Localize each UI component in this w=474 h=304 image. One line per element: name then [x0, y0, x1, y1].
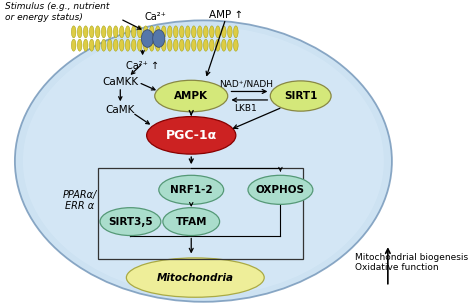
Ellipse shape	[216, 26, 220, 38]
Text: PPARα/
ERR α: PPARα/ ERR α	[63, 190, 97, 211]
Ellipse shape	[149, 39, 154, 51]
Text: Mitochondrial biogenesis
Oxidative function: Mitochondrial biogenesis Oxidative funct…	[356, 253, 468, 272]
Ellipse shape	[221, 26, 226, 38]
Ellipse shape	[95, 39, 100, 51]
Ellipse shape	[113, 39, 118, 51]
Ellipse shape	[77, 26, 82, 38]
Ellipse shape	[83, 26, 88, 38]
Ellipse shape	[146, 117, 236, 154]
Ellipse shape	[155, 39, 160, 51]
Ellipse shape	[108, 26, 112, 38]
Ellipse shape	[248, 175, 313, 204]
Bar	[98, 168, 303, 258]
Ellipse shape	[95, 26, 100, 38]
Text: Mitochondria: Mitochondria	[157, 273, 234, 283]
Ellipse shape	[234, 26, 238, 38]
Ellipse shape	[90, 39, 94, 51]
Ellipse shape	[126, 26, 130, 38]
Text: NAD⁺/NADH: NAD⁺/NADH	[219, 79, 273, 88]
Ellipse shape	[198, 39, 202, 51]
Ellipse shape	[155, 80, 228, 112]
Ellipse shape	[191, 26, 196, 38]
Ellipse shape	[159, 175, 224, 204]
Ellipse shape	[83, 39, 88, 51]
Ellipse shape	[155, 26, 160, 38]
Text: TFAM: TFAM	[175, 217, 207, 226]
Ellipse shape	[163, 208, 219, 236]
Ellipse shape	[144, 39, 148, 51]
Ellipse shape	[113, 26, 118, 38]
Ellipse shape	[234, 39, 238, 51]
Ellipse shape	[131, 39, 136, 51]
Ellipse shape	[185, 39, 190, 51]
Text: AMP ↑: AMP ↑	[209, 10, 243, 20]
Ellipse shape	[127, 258, 264, 297]
Text: SIRT3,5: SIRT3,5	[108, 217, 153, 226]
Ellipse shape	[144, 26, 148, 38]
Ellipse shape	[162, 26, 166, 38]
Ellipse shape	[173, 39, 178, 51]
Ellipse shape	[167, 39, 172, 51]
Ellipse shape	[221, 39, 226, 51]
Ellipse shape	[119, 26, 124, 38]
Ellipse shape	[203, 26, 208, 38]
Ellipse shape	[191, 39, 196, 51]
Ellipse shape	[119, 39, 124, 51]
Ellipse shape	[198, 26, 202, 38]
Text: SIRT1: SIRT1	[284, 91, 318, 101]
Ellipse shape	[228, 39, 232, 51]
Text: Stimulus (e.g., nutrient
or energy status): Stimulus (e.g., nutrient or energy statu…	[5, 2, 109, 22]
Ellipse shape	[210, 39, 214, 51]
Text: LKB1: LKB1	[235, 104, 257, 112]
Text: AMPK: AMPK	[174, 91, 208, 101]
Ellipse shape	[131, 26, 136, 38]
Ellipse shape	[167, 26, 172, 38]
Ellipse shape	[228, 26, 232, 38]
Ellipse shape	[72, 39, 76, 51]
Ellipse shape	[270, 81, 331, 111]
Ellipse shape	[162, 39, 166, 51]
Ellipse shape	[203, 39, 208, 51]
Ellipse shape	[23, 26, 384, 296]
Text: CaMKK: CaMKK	[102, 78, 138, 87]
Ellipse shape	[137, 26, 142, 38]
Ellipse shape	[216, 39, 220, 51]
Text: NRF1-2: NRF1-2	[170, 185, 212, 195]
Ellipse shape	[77, 39, 82, 51]
Ellipse shape	[72, 26, 76, 38]
Ellipse shape	[149, 26, 154, 38]
Ellipse shape	[137, 39, 142, 51]
Ellipse shape	[210, 26, 214, 38]
Ellipse shape	[141, 30, 154, 47]
Ellipse shape	[180, 26, 184, 38]
Ellipse shape	[15, 20, 392, 302]
Ellipse shape	[185, 26, 190, 38]
Text: Ca²⁺ ↑: Ca²⁺ ↑	[126, 61, 159, 71]
Text: CaMK: CaMK	[106, 105, 135, 115]
Ellipse shape	[126, 39, 130, 51]
Ellipse shape	[101, 26, 106, 38]
Ellipse shape	[173, 26, 178, 38]
Text: OXPHOS: OXPHOS	[256, 185, 305, 195]
Ellipse shape	[153, 30, 165, 47]
Text: PGC-1α: PGC-1α	[165, 129, 217, 142]
Ellipse shape	[101, 39, 106, 51]
Ellipse shape	[90, 26, 94, 38]
Text: Ca²⁺: Ca²⁺	[145, 12, 166, 22]
Ellipse shape	[180, 39, 184, 51]
Ellipse shape	[108, 39, 112, 51]
Ellipse shape	[100, 208, 161, 236]
